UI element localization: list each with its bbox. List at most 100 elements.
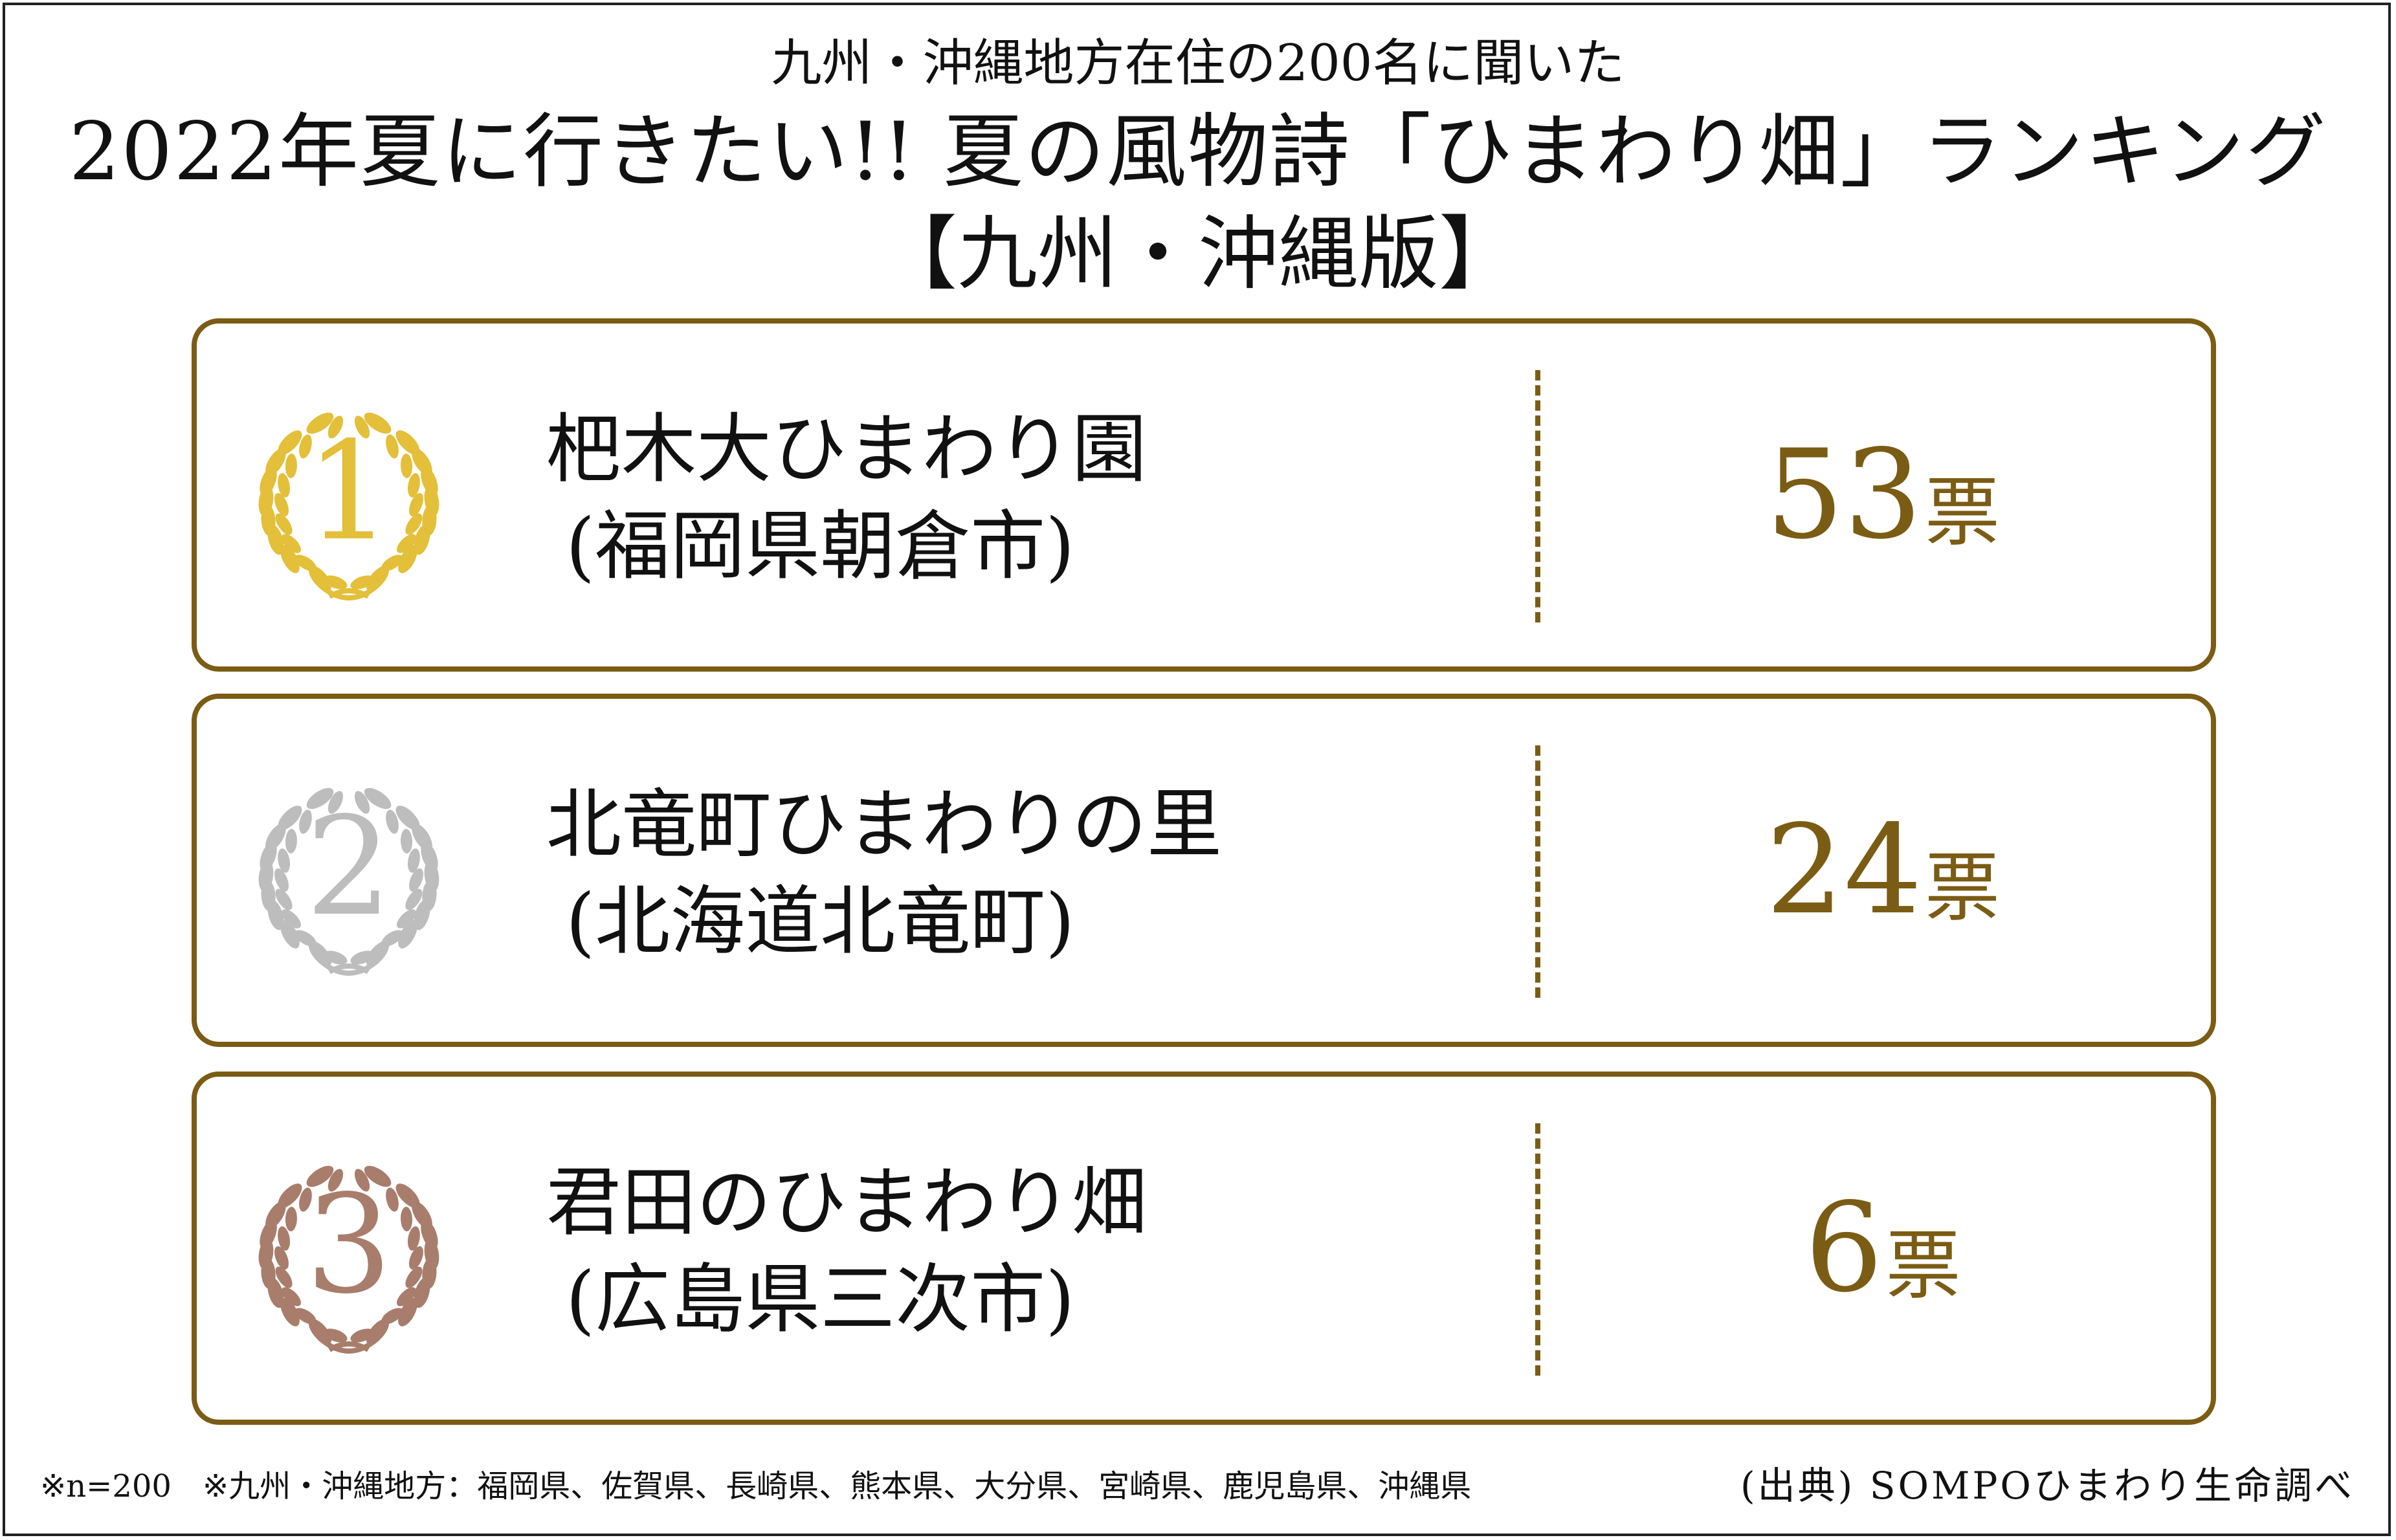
laurel-leaf bbox=[281, 1287, 301, 1306]
laurel-leaf bbox=[397, 534, 417, 553]
laurel-leaf bbox=[327, 1169, 344, 1192]
laurel-leaf bbox=[278, 806, 302, 830]
laurel-leaf bbox=[407, 473, 420, 498]
ranking-name-block: 君田のひまわり畑 (広島県三次市) bbox=[546, 1154, 1647, 1348]
laurel-leaf bbox=[350, 575, 374, 589]
laurel-leaf bbox=[412, 1201, 432, 1229]
ranking-name-block: 北竜町ひまわりの里 (北海道北竜町) bbox=[546, 776, 1647, 971]
laurel-leaf bbox=[278, 1226, 291, 1251]
laurel-leaf bbox=[275, 1266, 293, 1288]
laurel-ribbon bbox=[318, 582, 380, 600]
laurel-leaf bbox=[397, 1287, 417, 1306]
page-title: 2022年夏に行きたい!! 夏の風物詩「ひまわり畑」ランキング bbox=[69, 105, 2327, 199]
laurel-wreath-silver-icon bbox=[258, 787, 439, 976]
ranking-location: (北海道北竜町) bbox=[566, 878, 1075, 965]
laurel-leaf bbox=[364, 787, 392, 809]
laurel-leaf bbox=[308, 1319, 332, 1345]
laurel-leaf bbox=[294, 1308, 316, 1325]
laurel-leaf bbox=[398, 1298, 417, 1326]
page-title-edition: 【九州・沖縄版】 bbox=[876, 208, 1519, 301]
vote-unit: 票 bbox=[1885, 1222, 1961, 1310]
vote-count: 6 票 bbox=[1549, 1077, 2216, 1420]
laurel-leaf bbox=[405, 513, 423, 535]
footnote: ※n=200 ※九州・沖縄地方：福岡県、佐賀県、長崎県、熊本県、大分県、宮崎県、… bbox=[40, 1468, 1472, 1504]
laurel-leaf bbox=[308, 566, 332, 591]
vote-count: 24 票 bbox=[1549, 699, 2216, 1042]
laurel-leaf bbox=[306, 1165, 334, 1187]
laurel-leaf bbox=[327, 791, 344, 814]
laurel-leaf bbox=[364, 1165, 392, 1187]
laurel-leaf bbox=[407, 1226, 420, 1251]
laurel-leaf bbox=[397, 909, 417, 929]
ranking-card-1: 1 杷木大ひまわり園 (福岡県朝倉市) 53 票 bbox=[192, 318, 2216, 672]
laurel-leaf bbox=[324, 575, 348, 589]
laurel-leaf bbox=[278, 1183, 302, 1208]
laurel-leaf bbox=[294, 555, 316, 571]
laurel-leaf bbox=[366, 1319, 390, 1345]
laurel-leaf bbox=[354, 791, 370, 814]
survey-subtitle: 九州・沖縄地方在住の200名に聞いた bbox=[771, 34, 1625, 93]
laurel-leaf bbox=[395, 1183, 420, 1208]
vote-number: 6 bbox=[1804, 1176, 1883, 1319]
laurel-leaf bbox=[274, 868, 289, 892]
vote-number: 53 bbox=[1766, 423, 1922, 566]
laurel-leaf bbox=[281, 909, 301, 929]
laurel-leaf bbox=[265, 1201, 286, 1229]
laurel-ribbon bbox=[318, 1336, 380, 1354]
laurel-leaf bbox=[395, 806, 420, 830]
infographic-frame bbox=[3, 3, 2391, 1536]
ranking-location: (広島県三次市) bbox=[566, 1256, 1075, 1343]
laurel-leaf bbox=[381, 555, 403, 571]
laurel-leaf bbox=[324, 951, 348, 965]
ranking-card-3: 3 君田のひまわり畑 (広島県三次市) 6 票 bbox=[192, 1072, 2216, 1425]
laurel-leaf bbox=[299, 809, 312, 834]
laurel-leaf bbox=[280, 920, 300, 949]
laurel-leaf bbox=[366, 566, 390, 591]
laurel-leaf bbox=[354, 1169, 370, 1192]
laurel-leaf bbox=[280, 1298, 300, 1326]
rank-number: 2 bbox=[305, 787, 392, 946]
laurel-wreath-bronze-icon bbox=[258, 1165, 439, 1354]
laurel-leaf bbox=[278, 848, 291, 873]
ranking-location: (福岡県朝倉市) bbox=[566, 503, 1075, 590]
laurel-leaf bbox=[366, 941, 390, 967]
laurel-leaf bbox=[401, 454, 413, 478]
laurel-leaf bbox=[308, 941, 332, 967]
laurel-leaf bbox=[299, 1187, 312, 1212]
laurel-leaf bbox=[401, 1207, 413, 1231]
ranking-name: 君田のひまわり畑 bbox=[546, 1159, 1147, 1246]
laurel-leaf bbox=[324, 1328, 348, 1343]
laurel-leaf bbox=[278, 430, 302, 455]
laurel-leaf bbox=[407, 848, 420, 873]
laurel-ribbon bbox=[318, 958, 380, 976]
vote-count: 53 票 bbox=[1549, 324, 2216, 666]
laurel-leaf bbox=[409, 868, 423, 892]
laurel-leaf bbox=[299, 434, 312, 459]
laurel-leaf bbox=[381, 930, 403, 947]
dashed-divider bbox=[1535, 745, 1540, 998]
laurel-leaf bbox=[275, 888, 293, 910]
laurel-leaf bbox=[285, 829, 297, 853]
laurel-leaf bbox=[364, 412, 392, 434]
laurel-leaf bbox=[386, 434, 399, 459]
laurel-leaf bbox=[409, 493, 423, 516]
laurel-leaf bbox=[285, 454, 297, 478]
dashed-divider bbox=[1535, 370, 1540, 622]
laurel-leaf bbox=[395, 430, 420, 455]
laurel-leaf bbox=[398, 920, 417, 949]
laurel-leaf bbox=[274, 493, 289, 516]
vote-unit: 票 bbox=[1924, 469, 2000, 556]
laurel-leaf bbox=[398, 545, 417, 573]
laurel-leaf bbox=[265, 448, 286, 476]
vote-unit: 票 bbox=[1924, 844, 2000, 932]
laurel-leaf bbox=[275, 513, 293, 535]
laurel-leaf bbox=[281, 534, 301, 553]
laurel-leaf bbox=[386, 1187, 399, 1212]
laurel-leaf bbox=[386, 809, 399, 834]
laurel-leaf bbox=[401, 829, 413, 853]
laurel-leaf bbox=[412, 823, 432, 852]
laurel-wreath-gold-icon bbox=[258, 412, 439, 600]
laurel-leaf bbox=[412, 448, 432, 476]
rank-number: 3 bbox=[305, 1165, 392, 1324]
laurel-leaf bbox=[350, 1328, 374, 1343]
